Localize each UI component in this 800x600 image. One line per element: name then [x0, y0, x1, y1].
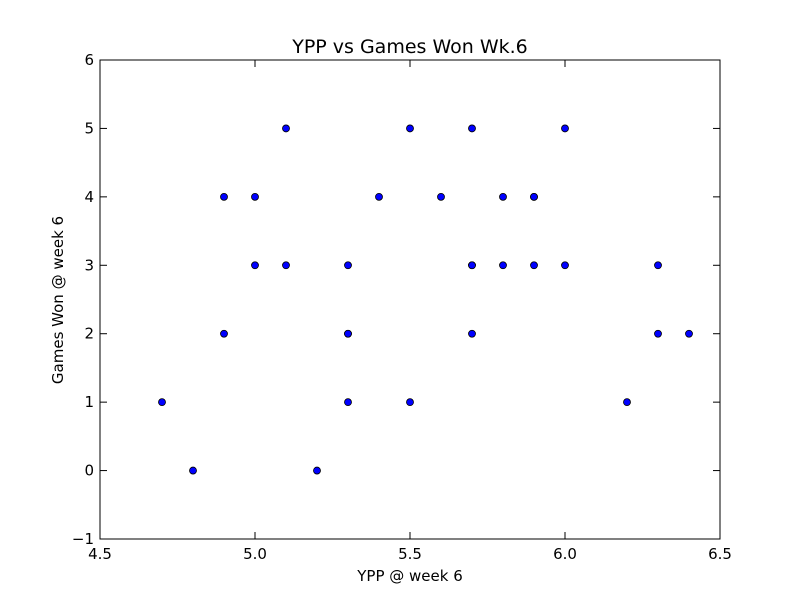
y-tick-label: 5 — [84, 119, 94, 137]
y-tick-label: 2 — [84, 325, 94, 343]
data-point — [654, 261, 662, 270]
data-point — [344, 261, 352, 270]
data-point — [375, 192, 383, 201]
data-point — [282, 124, 290, 133]
data-point — [158, 398, 166, 407]
data-point — [251, 192, 259, 201]
data-point — [344, 398, 352, 407]
data-point — [282, 261, 290, 270]
y-tick-label: 4 — [84, 188, 94, 206]
data-point — [251, 261, 259, 270]
data-point — [437, 192, 445, 201]
y-tick-label: 3 — [84, 256, 94, 274]
data-point — [499, 192, 507, 201]
chart-title: YPP vs Games Won Wk.6 — [291, 36, 528, 58]
data-point — [685, 329, 693, 338]
data-point — [468, 124, 476, 133]
y-axis-label: Games Won @ week 6 — [49, 216, 67, 384]
y-tick-label: 1 — [84, 393, 94, 411]
data-point — [468, 329, 476, 338]
plot-area — [158, 124, 693, 475]
x-tick-label: 5.0 — [243, 545, 267, 563]
data-point — [561, 261, 569, 270]
data-point — [220, 192, 228, 201]
data-point — [530, 192, 538, 201]
x-tick-label: 6.5 — [708, 545, 732, 563]
y-tick-label: 0 — [84, 462, 94, 480]
data-point — [406, 124, 414, 133]
x-axis: 4.5 5.0 5.5 6.0 6.5 — [88, 60, 732, 563]
data-point — [623, 398, 631, 407]
y-tick-label: 6 — [84, 51, 94, 69]
data-point — [530, 261, 538, 270]
data-point — [561, 124, 569, 133]
data-point — [468, 261, 476, 270]
x-tick-label: 5.5 — [398, 545, 422, 563]
data-point — [313, 466, 321, 475]
data-point — [406, 398, 414, 407]
x-tick-label: 4.5 — [88, 545, 112, 563]
data-point — [344, 329, 352, 338]
data-point — [654, 329, 662, 338]
y-tick-label: −1 — [72, 530, 94, 548]
x-axis-label: YPP @ week 6 — [356, 567, 463, 585]
x-tick-label: 6.0 — [553, 545, 577, 563]
y-axis: −1 0 1 2 3 4 5 6 — [72, 51, 720, 548]
data-point — [499, 261, 507, 270]
data-point — [189, 466, 197, 475]
data-point — [220, 329, 228, 338]
